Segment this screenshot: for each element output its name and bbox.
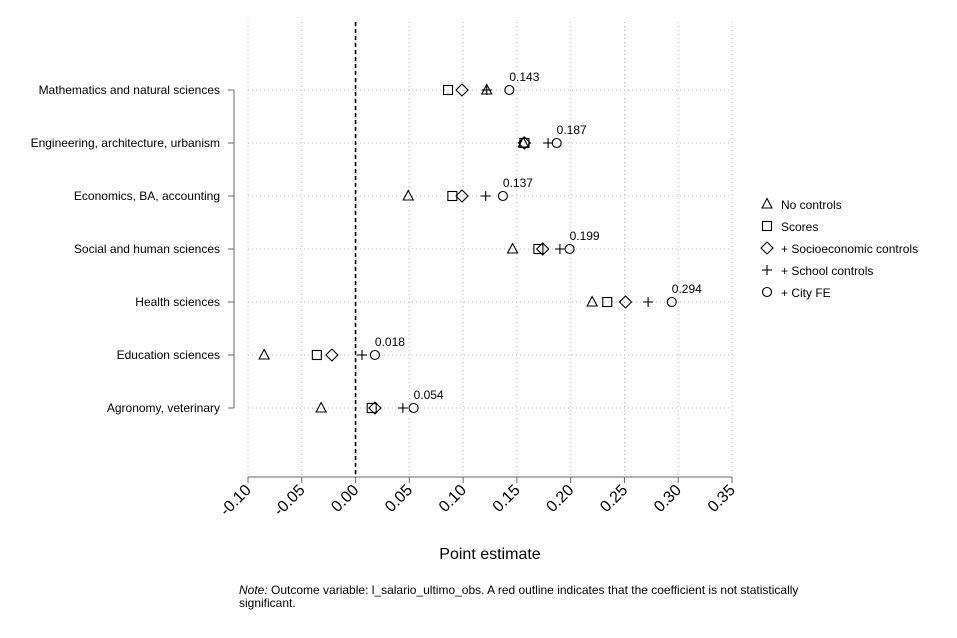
point-plus bbox=[643, 297, 654, 307]
data-label: 0.294 bbox=[672, 282, 702, 296]
point-square bbox=[533, 243, 544, 255]
legend-key-circle bbox=[761, 286, 773, 298]
y-tick-label: Health sciences bbox=[135, 295, 220, 309]
x-tick-label: 0.15 bbox=[490, 482, 524, 516]
point-square bbox=[447, 190, 458, 202]
data-label: 0.137 bbox=[503, 176, 533, 190]
y-tick-label: Mathematics and natural sciences bbox=[39, 83, 220, 97]
point-plus bbox=[480, 191, 491, 201]
point-square bbox=[366, 402, 377, 414]
y-tick-label: Education sciences bbox=[117, 348, 220, 362]
chart-note: Note: Outcome variable: l_salario_ultimo… bbox=[239, 584, 799, 610]
point-triangle bbox=[506, 242, 519, 254]
point-plus bbox=[481, 85, 492, 95]
x-tick-label: -0.10 bbox=[217, 482, 255, 520]
legend-label: Scores bbox=[781, 220, 818, 234]
x-tick-label: 0.10 bbox=[436, 482, 470, 516]
point-diamond bbox=[517, 136, 532, 150]
y-tick-label: Agronomy, veterinary bbox=[107, 401, 220, 415]
point-circle bbox=[564, 243, 575, 255]
legend-key-triangle bbox=[761, 197, 773, 209]
y-tick-label: Social and human sciences bbox=[74, 242, 220, 256]
point-circle bbox=[504, 84, 515, 96]
legend-label: + Socioeconomic controls bbox=[781, 242, 918, 256]
point-circle bbox=[497, 190, 508, 202]
note-label: Note: bbox=[239, 583, 268, 597]
point-diamond bbox=[455, 83, 469, 97]
legend-key-diamond bbox=[760, 241, 774, 255]
point-plus bbox=[397, 403, 408, 413]
data-label: 0.199 bbox=[570, 229, 600, 243]
data-label: 0.187 bbox=[557, 123, 587, 137]
x-tick-label: 0.25 bbox=[597, 482, 631, 516]
legend-label: + School controls bbox=[781, 264, 873, 278]
point-triangle bbox=[402, 189, 415, 201]
point-square bbox=[443, 84, 454, 96]
x-axis-title: Point estimate bbox=[439, 546, 540, 563]
point-square bbox=[311, 349, 322, 361]
legend-label: No controls bbox=[781, 198, 842, 212]
x-tick-label: 0.30 bbox=[651, 482, 685, 516]
point-triangle bbox=[258, 348, 271, 360]
x-tick-label: -0.05 bbox=[271, 482, 309, 520]
data-label: 0.018 bbox=[375, 335, 405, 349]
point-square bbox=[519, 137, 530, 149]
point-triangle bbox=[586, 295, 599, 307]
y-tick-label: Economics, BA, accounting bbox=[74, 189, 220, 203]
data-label: 0.143 bbox=[509, 70, 539, 84]
point-circle bbox=[551, 137, 562, 149]
point-circle bbox=[666, 296, 677, 308]
x-tick-label: 0.20 bbox=[543, 482, 577, 516]
x-tick-label: 0.35 bbox=[705, 482, 739, 516]
point-plus bbox=[554, 244, 565, 254]
point-diamond bbox=[455, 189, 469, 203]
x-tick-label: 0.05 bbox=[382, 482, 416, 516]
legend-label: + City FE bbox=[781, 286, 831, 300]
x-tick-label: 0.00 bbox=[328, 482, 362, 516]
point-diamond bbox=[368, 401, 382, 415]
point-diamond bbox=[618, 295, 633, 309]
point-circle bbox=[369, 349, 380, 361]
legend-key-plus bbox=[762, 265, 772, 275]
point-plus bbox=[357, 350, 368, 360]
point-triangle bbox=[315, 401, 328, 413]
point-diamond bbox=[325, 348, 339, 362]
y-tick-label: Engineering, architecture, urbanism bbox=[31, 136, 220, 150]
data-label: 0.054 bbox=[414, 388, 444, 402]
legend-key-square bbox=[761, 220, 773, 232]
point-square bbox=[602, 296, 613, 308]
point-diamond bbox=[535, 242, 550, 256]
note-text: Outcome variable: l_salario_ultimo_obs. … bbox=[239, 583, 799, 610]
point-circle bbox=[408, 402, 419, 414]
point-plus bbox=[543, 138, 554, 148]
